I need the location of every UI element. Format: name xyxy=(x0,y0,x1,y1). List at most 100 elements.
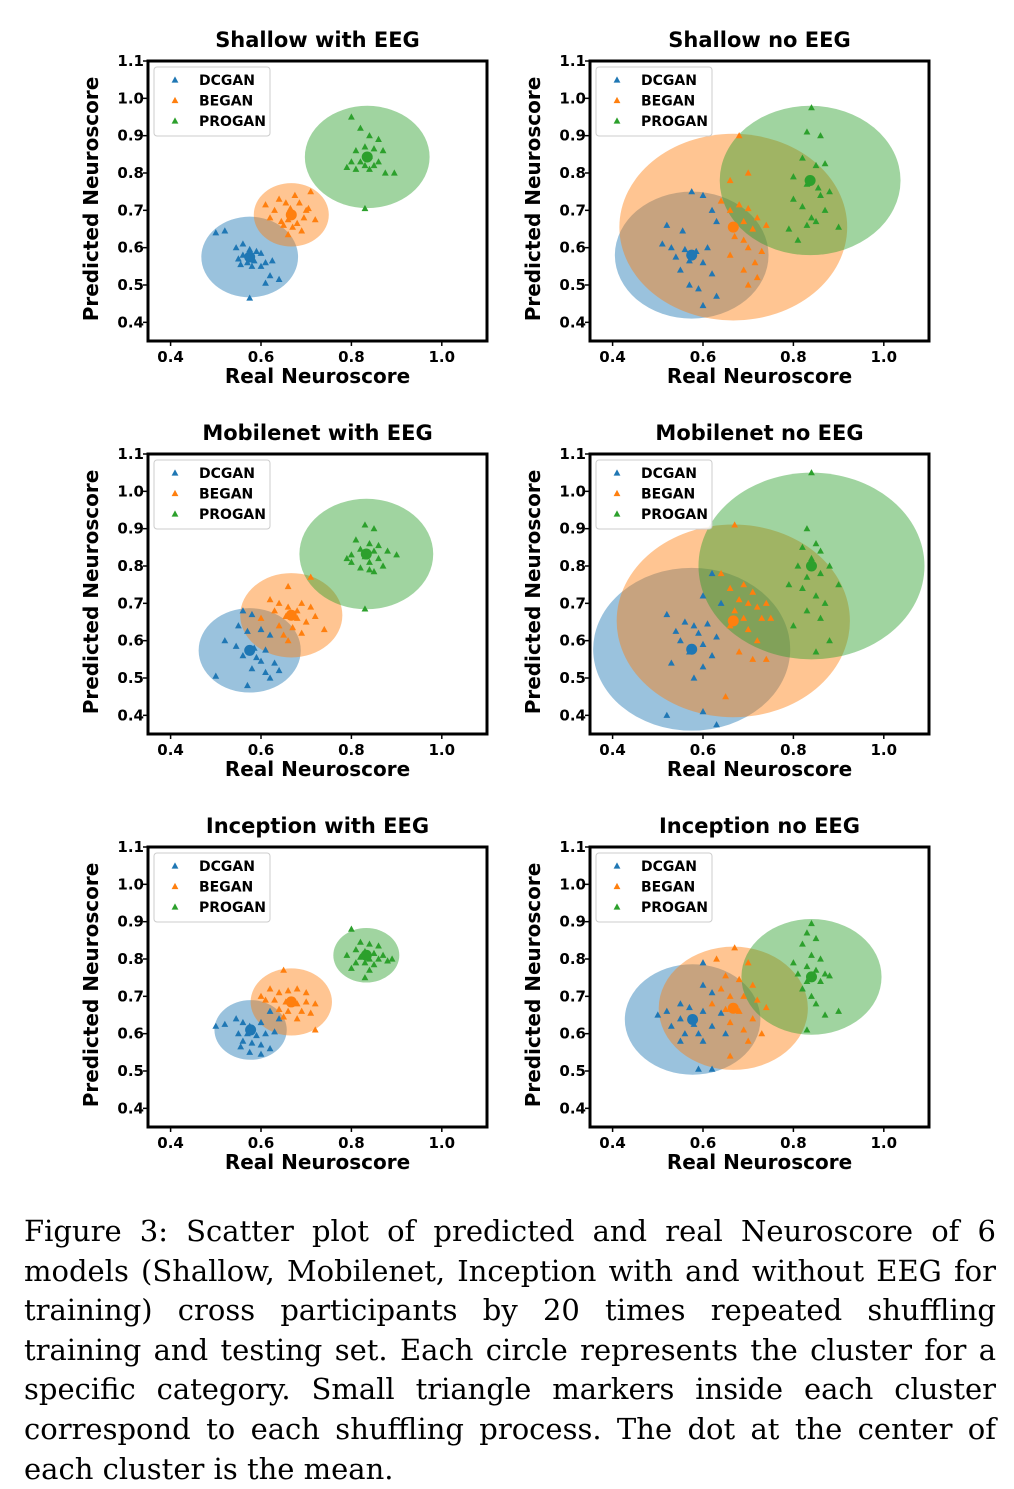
point-began xyxy=(740,1026,748,1033)
point-dcgan xyxy=(686,257,693,264)
point-began xyxy=(307,1009,315,1016)
point-dcgan xyxy=(699,959,707,966)
point-progan xyxy=(817,569,824,577)
point-dcgan xyxy=(708,270,716,277)
x-tick-label: 0.8 xyxy=(780,348,807,366)
point-dcgan xyxy=(717,1009,725,1016)
point-began xyxy=(758,614,766,621)
point-progan xyxy=(366,940,373,947)
point-dcgan xyxy=(232,1015,240,1022)
point-progan xyxy=(812,592,820,599)
y-tick-label: 0.7 xyxy=(559,201,586,219)
point-began xyxy=(293,219,301,226)
point-progan xyxy=(343,554,351,562)
point-progan xyxy=(817,132,824,139)
point-progan xyxy=(348,113,355,120)
point-dcgan xyxy=(690,674,698,681)
legend-label-dcgan: DCGAN xyxy=(641,73,697,89)
axes-frame xyxy=(588,452,931,736)
point-dcgan xyxy=(257,262,265,269)
point-progan xyxy=(379,147,387,154)
point-began xyxy=(302,998,310,1005)
point-began xyxy=(751,259,759,266)
point-began xyxy=(284,603,292,610)
legend-label-dcgan: DCGAN xyxy=(641,466,697,482)
mean-dot-progan xyxy=(805,971,817,983)
legend-box xyxy=(595,66,713,137)
legend-marker-progan xyxy=(613,117,621,124)
plot-area xyxy=(201,105,430,301)
point-progan xyxy=(384,547,391,554)
point-dcgan xyxy=(235,622,242,629)
y-tick-label: 0.4 xyxy=(117,1099,144,1117)
point-progan xyxy=(375,158,382,165)
point-dcgan xyxy=(250,257,258,264)
point-progan xyxy=(817,547,824,554)
point-began xyxy=(298,629,306,636)
point-dcgan xyxy=(212,672,220,679)
point-progan xyxy=(348,558,355,565)
point-began xyxy=(262,201,269,208)
legend-marker-progan xyxy=(171,903,179,910)
point-began xyxy=(749,981,757,988)
point-dcgan xyxy=(663,610,671,618)
y-tick-label: 0.9 xyxy=(117,127,144,145)
point-began xyxy=(266,985,274,992)
point-dcgan xyxy=(257,1018,265,1026)
point-dcgan xyxy=(708,989,716,996)
point-began xyxy=(275,599,283,606)
axes-frame xyxy=(146,59,489,343)
legend-label-dcgan: DCGAN xyxy=(641,859,697,875)
point-progan xyxy=(366,165,373,172)
point-dcgan xyxy=(257,625,265,633)
point-progan xyxy=(808,919,815,927)
point-dcgan xyxy=(699,1037,707,1044)
chart-shallow-with-eeg: Shallow with EEG 0.4 0.6 0.8 1.0 0.4 0.5 0.6 0.7… xyxy=(79,28,489,388)
y-tick-label: 0.6 xyxy=(117,239,144,257)
point-progan xyxy=(379,951,387,958)
mean-dot-began xyxy=(285,996,297,1008)
point-began xyxy=(749,655,757,662)
point-began xyxy=(307,188,315,195)
point-dcgan xyxy=(672,253,680,260)
y-axis-label: Predicted Neuroscore xyxy=(521,470,545,715)
point-began xyxy=(758,1030,766,1037)
y-tick-label: 1.0 xyxy=(559,482,586,500)
point-began xyxy=(282,199,290,206)
point-progan xyxy=(817,955,824,962)
x-axis-label: Real Neuroscore xyxy=(225,364,410,388)
axes-frame xyxy=(588,845,931,1129)
y-tick-label: 1.0 xyxy=(559,875,586,893)
y-tick-label: 0.4 xyxy=(559,706,586,724)
chart-mobilenet-no-eeg: Mobilenet no EEG 0.4 0.6 0.8 1.0 0.4 0.5 0.6 0.7… xyxy=(521,421,931,781)
point-dcgan xyxy=(686,281,693,288)
legend-label-began: BEGAN xyxy=(641,487,695,503)
point-progan xyxy=(803,929,811,936)
point-began xyxy=(744,281,752,288)
legend-label-dcgan: DCGAN xyxy=(199,73,255,89)
point-began xyxy=(744,599,752,606)
point-began xyxy=(735,648,743,655)
point-progan xyxy=(370,525,378,532)
point-progan xyxy=(812,161,820,169)
point-progan xyxy=(361,605,369,612)
y-tick-label: 0.6 xyxy=(559,239,586,257)
point-began xyxy=(271,996,278,1003)
point-began xyxy=(280,631,287,638)
chart-title: Shallow no EEG xyxy=(668,28,850,52)
chart-inception-no-eeg: Inception no EEG 0.4 0.6 0.8 1.0 0.4 0.5 0.6 0.7… xyxy=(521,814,931,1174)
point-dcgan xyxy=(266,674,274,681)
point-progan xyxy=(803,573,811,580)
point-progan xyxy=(812,1000,820,1007)
point-dcgan xyxy=(672,627,680,634)
point-began xyxy=(280,1013,287,1020)
point-progan xyxy=(375,955,382,962)
point-began xyxy=(753,214,761,221)
point-progan xyxy=(366,540,373,547)
point-began xyxy=(762,221,770,228)
x-tick-label: 0.6 xyxy=(690,348,717,366)
point-dcgan xyxy=(271,659,278,666)
legend: DCGAN BEGAN PROGAN xyxy=(595,459,713,530)
point-began xyxy=(717,197,725,204)
y-tick-label: 0.7 xyxy=(559,594,586,612)
